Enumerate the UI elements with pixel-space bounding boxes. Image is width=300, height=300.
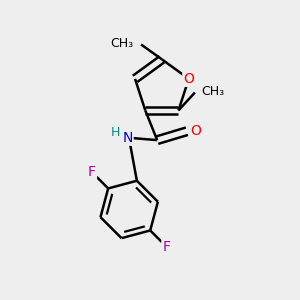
Text: O: O	[183, 72, 194, 86]
Text: H: H	[111, 126, 120, 139]
Text: F: F	[88, 165, 96, 179]
Text: N: N	[122, 131, 133, 145]
Text: F: F	[162, 240, 170, 254]
Text: O: O	[190, 124, 201, 138]
Text: CH₃: CH₃	[201, 85, 224, 98]
Text: CH₃: CH₃	[110, 37, 134, 50]
